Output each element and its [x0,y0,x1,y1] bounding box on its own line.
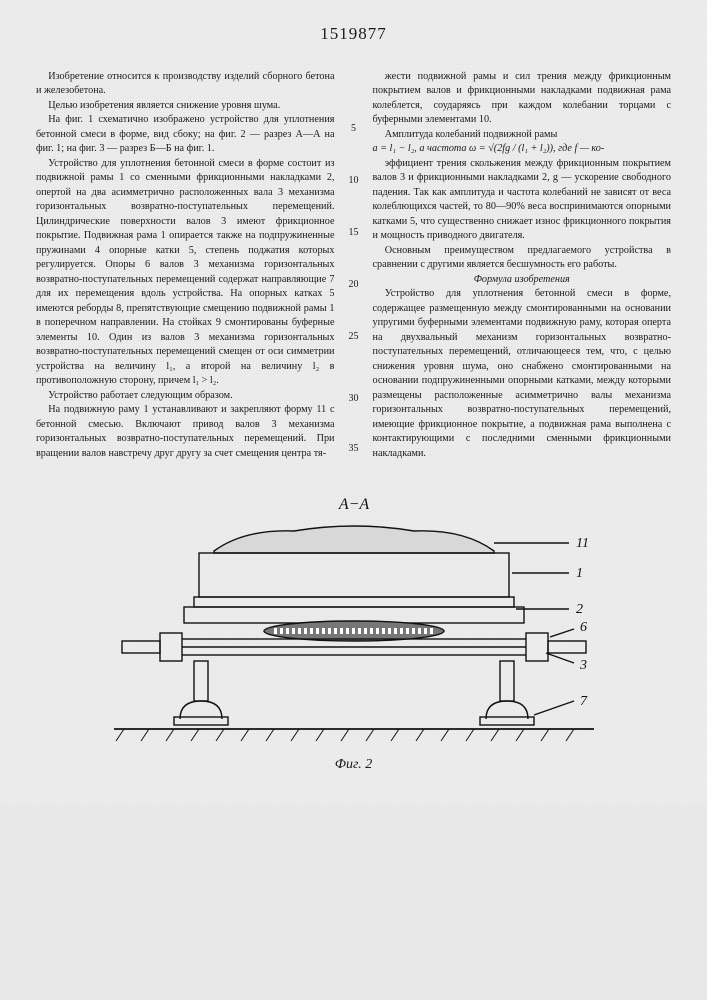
left-column: Изобретение относится к производству изд… [36,70,335,461]
para: Изобретение относится к производству изд… [36,70,335,99]
line-number: 35 [345,442,363,456]
para: На подвижную раму 1 устанавливают и закр… [36,403,335,461]
para: Амплитуда колебаний подвижной рамы [373,128,672,142]
figure-caption: Фиг. 2 [94,757,614,773]
text-columns: Изобретение относится к производству изд… [36,70,671,461]
line-number: 15 [345,226,363,240]
right-column: жести подвижной рамы и сил трения между … [373,70,672,461]
figure-2: А−А [94,491,614,773]
line-number: 10 [345,174,363,188]
callout: 6 [580,620,587,635]
formula: a = l₁ − l₂, а частота ω = √(2fg / (l₁ +… [373,142,672,156]
claims-heading: Формула изобретения [373,273,672,287]
para: Основным преимуществом предлагаемого уст… [373,244,672,273]
section-label: А−А [337,496,369,513]
figure-svg: А−А [94,491,614,751]
line-number: 25 [345,330,363,344]
callout: 11 [576,536,589,551]
callout: 1 [576,566,583,581]
line-number: 20 [345,278,363,292]
para: Целью изобретения является снижение уров… [36,99,335,113]
line-number: 5 [345,122,363,136]
para: На фиг. 1 схематично изображено устройст… [36,113,335,156]
para: Устройство для уплотнения бетонной смеси… [36,157,335,389]
line-number-gutter: 5 10 15 20 25 30 35 [345,70,363,461]
claim-text: Устройство для уплотнения бетонной смеси… [373,287,672,461]
para: жести подвижной рамы и сил трения между … [373,70,672,128]
para: Устройство работает следующим образом. [36,389,335,403]
line-number: 30 [345,392,363,406]
callout: 3 [579,658,587,673]
patent-page: 1519877 Изобретение относится к производ… [0,0,707,805]
patent-number: 1519877 [36,24,671,44]
para: эффициент трения скольжения между фрикци… [373,157,672,244]
callout: 7 [580,694,588,709]
callout: 2 [576,602,583,617]
